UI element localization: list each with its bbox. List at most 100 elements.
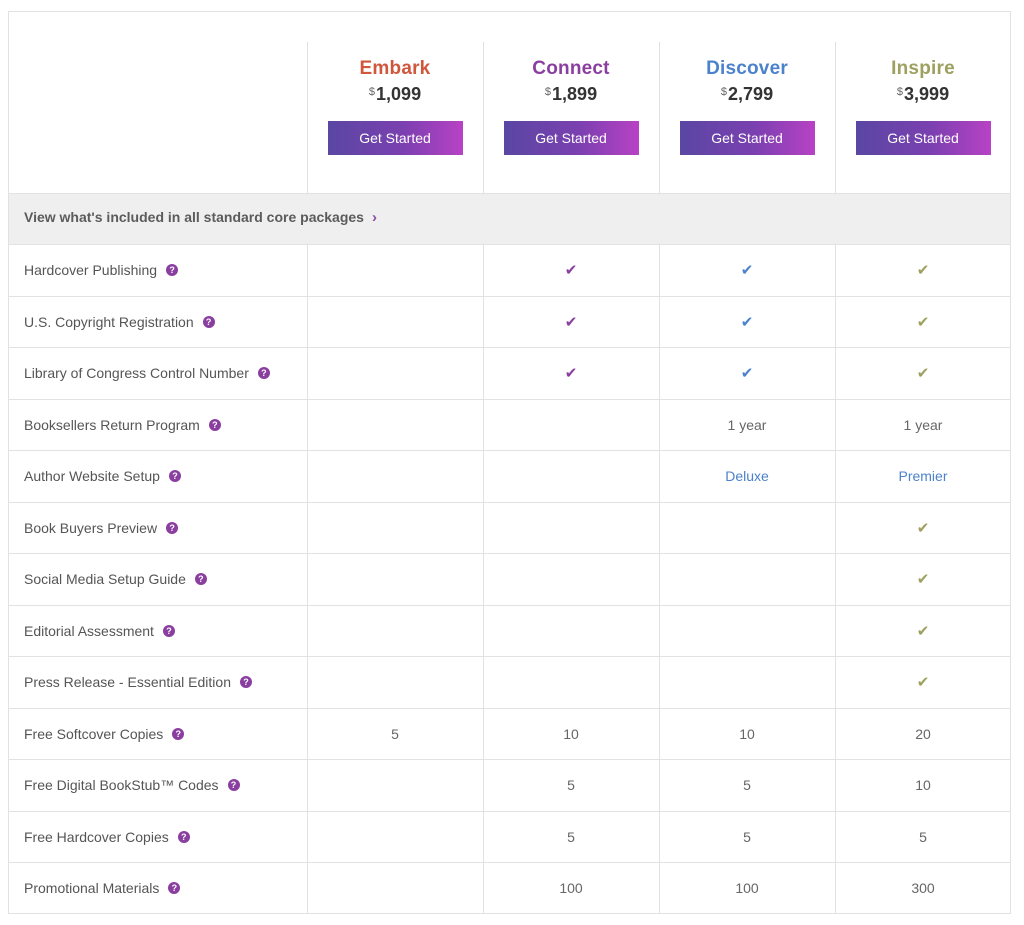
table-cell: [307, 811, 482, 863]
table-cell: [659, 605, 834, 657]
core-packages-banner: View what's included in all standard cor…: [9, 193, 1010, 245]
checkmark-icon: ✔: [564, 313, 578, 331]
table-row: Booksellers Return Program? 1 year 1 year: [9, 399, 1010, 451]
table-cell: 100: [659, 863, 834, 914]
table-cell: ✔: [835, 657, 1010, 708]
checkmark-icon: ✔: [916, 674, 930, 691]
plan-name: Discover: [706, 58, 788, 79]
table-row: Promotional Materials? 100 100 300: [9, 863, 1010, 915]
table-cell: [307, 760, 482, 811]
help-icon[interactable]: ?: [227, 779, 240, 792]
table-cell: ✔: [483, 296, 658, 348]
help-icon[interactable]: ?: [166, 264, 179, 277]
table-cell: 10: [483, 708, 658, 760]
cell-value: Deluxe: [725, 468, 769, 484]
table-cell: [659, 554, 834, 605]
plan-price: $1,899: [544, 84, 598, 104]
help-icon[interactable]: ?: [194, 573, 207, 586]
cell-value: 1 year: [903, 416, 943, 433]
table-cell: [483, 451, 658, 502]
help-icon[interactable]: ?: [166, 521, 179, 534]
feature-label: Book Buyers Preview?: [24, 503, 179, 554]
feature-label: Library of Congress Control Number?: [24, 348, 270, 399]
help-icon[interactable]: ?: [177, 830, 190, 843]
help-icon[interactable]: ?: [208, 418, 221, 431]
feature-label: U.S. Copyright Registration?: [24, 297, 215, 348]
table-row: Press Release - Essential Edition? ✔: [9, 657, 1010, 709]
plan-price: $2,799: [720, 84, 774, 104]
feature-label: Hardcover Publishing?: [24, 245, 179, 296]
table-cell: 100: [483, 863, 658, 914]
table-cell: ✔: [483, 348, 658, 399]
table-cell: [659, 502, 834, 554]
table-cell: ✔: [659, 348, 834, 399]
help-icon[interactable]: ?: [240, 676, 252, 689]
table-cell: ✔: [835, 348, 1010, 399]
checkmark-icon: ✔: [916, 262, 930, 279]
checkmark-icon: ✔: [740, 313, 754, 331]
plan-discover: Discover $2,799 Get Started: [659, 42, 834, 193]
chevron-right-icon: ›: [371, 209, 377, 226]
cell-value: 10: [915, 777, 931, 793]
table-cell: 1 year: [835, 399, 1010, 451]
help-icon[interactable]: ?: [168, 470, 181, 483]
table-cell: [307, 554, 482, 605]
cell-value: 5: [743, 828, 751, 845]
cell-value: 300: [911, 880, 935, 896]
feature-label: Promotional Materials?: [24, 863, 181, 914]
table-cell: ✔: [835, 554, 1010, 605]
get-started-button-discover[interactable]: Get Started: [679, 121, 815, 155]
plan-name: Inspire: [891, 58, 955, 79]
help-icon[interactable]: ?: [202, 315, 215, 328]
table-cell: ✔: [835, 245, 1010, 296]
table-cell: [307, 657, 482, 708]
table-cell: [483, 502, 658, 554]
feature-rows: Hardcover Publishing? ✔ ✔ ✔ U.S. Copyright R…: [9, 245, 1010, 915]
help-icon[interactable]: ?: [257, 367, 270, 380]
table-cell: ✔: [659, 296, 834, 348]
help-icon[interactable]: ?: [172, 727, 185, 740]
cell-value: Premier: [898, 468, 948, 484]
table-cell: [307, 399, 482, 451]
checkmark-icon: ✔: [740, 262, 754, 279]
cell-value: 100: [559, 880, 583, 896]
get-started-button-embark[interactable]: Get Started: [327, 121, 463, 155]
table-row: Editorial Assessment? ✔: [9, 605, 1010, 657]
cell-value: 5: [391, 725, 399, 742]
table-cell: [483, 605, 658, 657]
table-row: Free Hardcover Copies? 5 5 5: [9, 811, 1010, 863]
help-icon[interactable]: ?: [162, 624, 175, 637]
checkmark-icon: ✔: [564, 262, 578, 279]
cell-value: 5: [919, 828, 927, 845]
view-core-packages-link[interactable]: View what's included in all standard cor…: [24, 209, 377, 226]
checkmark-icon: ✔: [916, 313, 930, 331]
table-cell: 5: [659, 811, 834, 863]
plan-header: Embark $1,099 Get Started Connect $1,899…: [9, 12, 1010, 193]
table-cell: 5: [483, 811, 658, 863]
help-icon[interactable]: ?: [168, 882, 181, 895]
table-cell: [307, 863, 482, 914]
pricing-table: Embark $1,099 Get Started Connect $1,899…: [8, 11, 1011, 914]
table-cell: [483, 399, 658, 451]
table-row: Social Media Setup Guide? ✔: [9, 554, 1010, 606]
feature-label: Booksellers Return Program?: [24, 400, 221, 451]
table-cell: [307, 451, 482, 502]
checkmark-icon: ✔: [916, 365, 930, 382]
table-row: Hardcover Publishing? ✔ ✔ ✔: [9, 245, 1010, 297]
plan-price: $1,099: [368, 84, 422, 104]
table-cell: 5: [835, 811, 1010, 863]
table-cell: 5: [483, 760, 658, 811]
table-cell: ✔: [835, 502, 1010, 554]
plan-name: Embark: [359, 58, 431, 79]
table-cell: 5: [307, 708, 482, 760]
table-row: Library of Congress Control Number? ✔ ✔ ✔: [9, 348, 1010, 400]
table-row: U.S. Copyright Registration? ✔ ✔ ✔: [9, 296, 1010, 348]
table-row: Free Softcover Copies? 5 10 10 20: [9, 708, 1010, 760]
table-cell: [307, 502, 482, 554]
table-cell: Deluxe: [659, 451, 834, 502]
feature-label: Free Hardcover Copies?: [24, 812, 190, 863]
get-started-button-inspire[interactable]: Get Started: [855, 121, 991, 155]
get-started-button-connect[interactable]: Get Started: [503, 121, 639, 155]
table-cell: [483, 657, 658, 708]
cell-value: 1 year: [727, 416, 767, 433]
